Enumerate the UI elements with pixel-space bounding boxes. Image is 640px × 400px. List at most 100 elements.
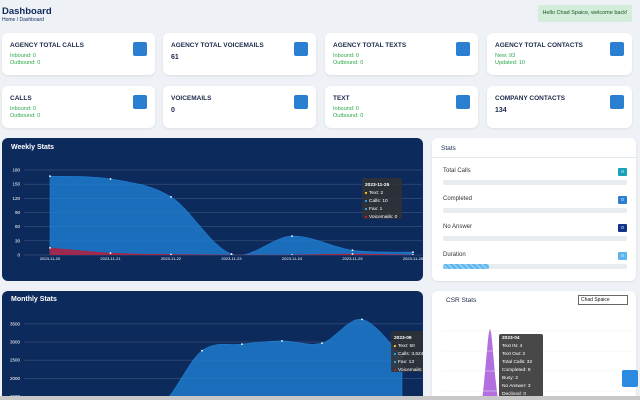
progress-track <box>443 264 627 269</box>
x-tick-label: 2023-11-20 <box>40 256 61 261</box>
page-title: Dashboard <box>2 6 52 17</box>
tooltip-text: Completed: 8 <box>502 368 531 373</box>
card-line: Outbound: 0 <box>333 60 364 66</box>
tooltip-text: Busy: 2 <box>502 376 518 381</box>
y-tick-label: 30 <box>15 238 21 243</box>
tooltip-text: Voicemails: 100 <box>398 367 423 373</box>
stat-label: No Answer <box>443 224 473 230</box>
progress-track <box>443 236 627 241</box>
point <box>201 349 203 352</box>
panel-title: Weekly Stats <box>11 144 55 151</box>
y-tick-label: 3500 <box>10 321 21 326</box>
area <box>49 175 414 255</box>
legend-swatch <box>394 369 396 371</box>
legend-swatch <box>365 216 367 218</box>
tooltip: 2023-04 Text IN: 4 Text Out: 2 Total Calls:… <box>499 334 543 400</box>
y-tick-label: 180 <box>12 168 20 173</box>
x-tick-label: 2023-11-22 <box>161 256 182 261</box>
card-icon <box>133 95 147 109</box>
point <box>291 235 293 238</box>
card-icon <box>456 42 470 56</box>
tooltip-text: Declined: 0 <box>502 392 526 397</box>
y-tick-label: 2000 <box>10 376 21 381</box>
weekly-chart: 0 30 60 90 120 150 180 2023-11-20 2023-11-21 2023… <box>12 168 423 262</box>
x-tick-label: 2023-11-24 <box>282 256 303 261</box>
area <box>41 319 403 400</box>
legend-swatch <box>394 361 396 363</box>
progress-track <box>443 180 627 185</box>
csr-panel: CSR Stats Chad Spaice 2023-04 Text IN: 4 T… <box>432 291 636 400</box>
monthly-panel: Monthly Stats 150020002500300035002023-0… <box>2 291 423 400</box>
panel-title: CSR Stats <box>446 297 477 304</box>
tooltip-text: 2023-11-25 <box>365 182 390 188</box>
tooltip-text: 2023-04 <box>502 336 520 341</box>
legend-swatch <box>394 353 396 355</box>
tooltip-text: Fax: 1 <box>369 206 383 212</box>
card-title: VOICEMAILS <box>171 95 212 102</box>
csr-spike <box>482 329 498 400</box>
card-icon <box>294 95 308 109</box>
stat-badge: 0 <box>618 224 627 232</box>
point <box>351 249 354 252</box>
scrollbar <box>0 396 640 400</box>
csr-select[interactable]: Chad Spaice <box>578 295 628 305</box>
card-title: AGENCY TOTAL CALLS <box>10 42 84 49</box>
back-to-top[interactable] <box>622 370 638 387</box>
point <box>291 254 293 255</box>
legend-swatch <box>394 345 396 347</box>
stat-card: AGENCY TOTAL TEXTS Inbound: 0 Outbound: 0 <box>325 33 478 75</box>
card-title: CALLS <box>10 95 32 102</box>
stat-card: AGENCY TOTAL CALLS Inbound: 0 Outbound: 0 <box>2 33 155 75</box>
stat-card: CALLS Inbound: 0 Outbound: 0 <box>2 86 155 128</box>
tooltip-text: No Answer: 3 <box>502 384 531 389</box>
stats-panel: Stats Total Calls 0 Completed 0 No Answer 0 Du… <box>432 138 636 281</box>
stat-card: COMPANY CONTACTS 134 <box>487 86 632 128</box>
card-line: Inbound: 0 <box>333 53 359 59</box>
tooltip-text: Fax: 13 <box>398 359 414 365</box>
y-tick-label: 0 <box>17 253 20 258</box>
x-tick-label: 2023-11-21 <box>100 256 121 261</box>
tooltip-text: Total Calls: 32 <box>502 360 533 365</box>
x-tick-label: 2023-11-25 <box>342 256 363 261</box>
card-value: 0 <box>171 107 175 114</box>
point <box>109 178 112 180</box>
tooltip-text: Voicemails: 0 <box>369 214 398 220</box>
point <box>49 175 51 178</box>
stat-badge: 0 <box>618 168 627 176</box>
welcome-alert: Hello Chad Spaice, welcome back! <box>538 5 632 22</box>
legend-swatch <box>365 208 367 210</box>
stat-label: Completed <box>443 196 473 202</box>
y-tick-label: 60 <box>15 224 21 229</box>
x-tick-label: 2023-11-26 <box>403 256 423 261</box>
card-title: COMPANY CONTACTS <box>495 95 566 102</box>
card-icon <box>610 42 624 56</box>
progress-bar <box>443 264 489 269</box>
y-tick-label: 120 <box>12 196 20 201</box>
point <box>109 252 112 255</box>
card-icon <box>133 42 147 56</box>
point <box>412 254 414 255</box>
stat-card: AGENCY TOTAL VOICEMAILS 61 <box>163 33 316 75</box>
point <box>49 247 51 249</box>
card-line: Inbound: 0 <box>10 106 36 112</box>
breadcrumb: Home / Dashboard <box>2 17 44 23</box>
card-title: AGENCY TOTAL TEXTS <box>333 42 407 49</box>
stat-label: Duration <box>443 252 466 258</box>
y-tick-label: 90 <box>15 210 21 215</box>
card-value: 134 <box>495 107 507 114</box>
point <box>321 342 323 344</box>
stat-badge: 0 <box>618 252 627 260</box>
legend-swatch <box>365 200 367 202</box>
stat-card: AGENCY TOTAL CONTACTS New: 93 Updated: 10 <box>487 33 632 75</box>
point <box>281 340 283 342</box>
card-line: Updated: 10 <box>495 60 525 66</box>
tooltip-text: 2023-09 <box>394 335 412 341</box>
tooltip-text: Calls: 10 <box>369 198 388 204</box>
point <box>170 253 172 255</box>
point <box>230 254 233 255</box>
y-tick-label: 3000 <box>10 340 21 345</box>
y-tick-label: 2500 <box>10 358 21 363</box>
card-line: Outbound: 0 <box>333 113 364 119</box>
card-icon <box>610 95 624 109</box>
